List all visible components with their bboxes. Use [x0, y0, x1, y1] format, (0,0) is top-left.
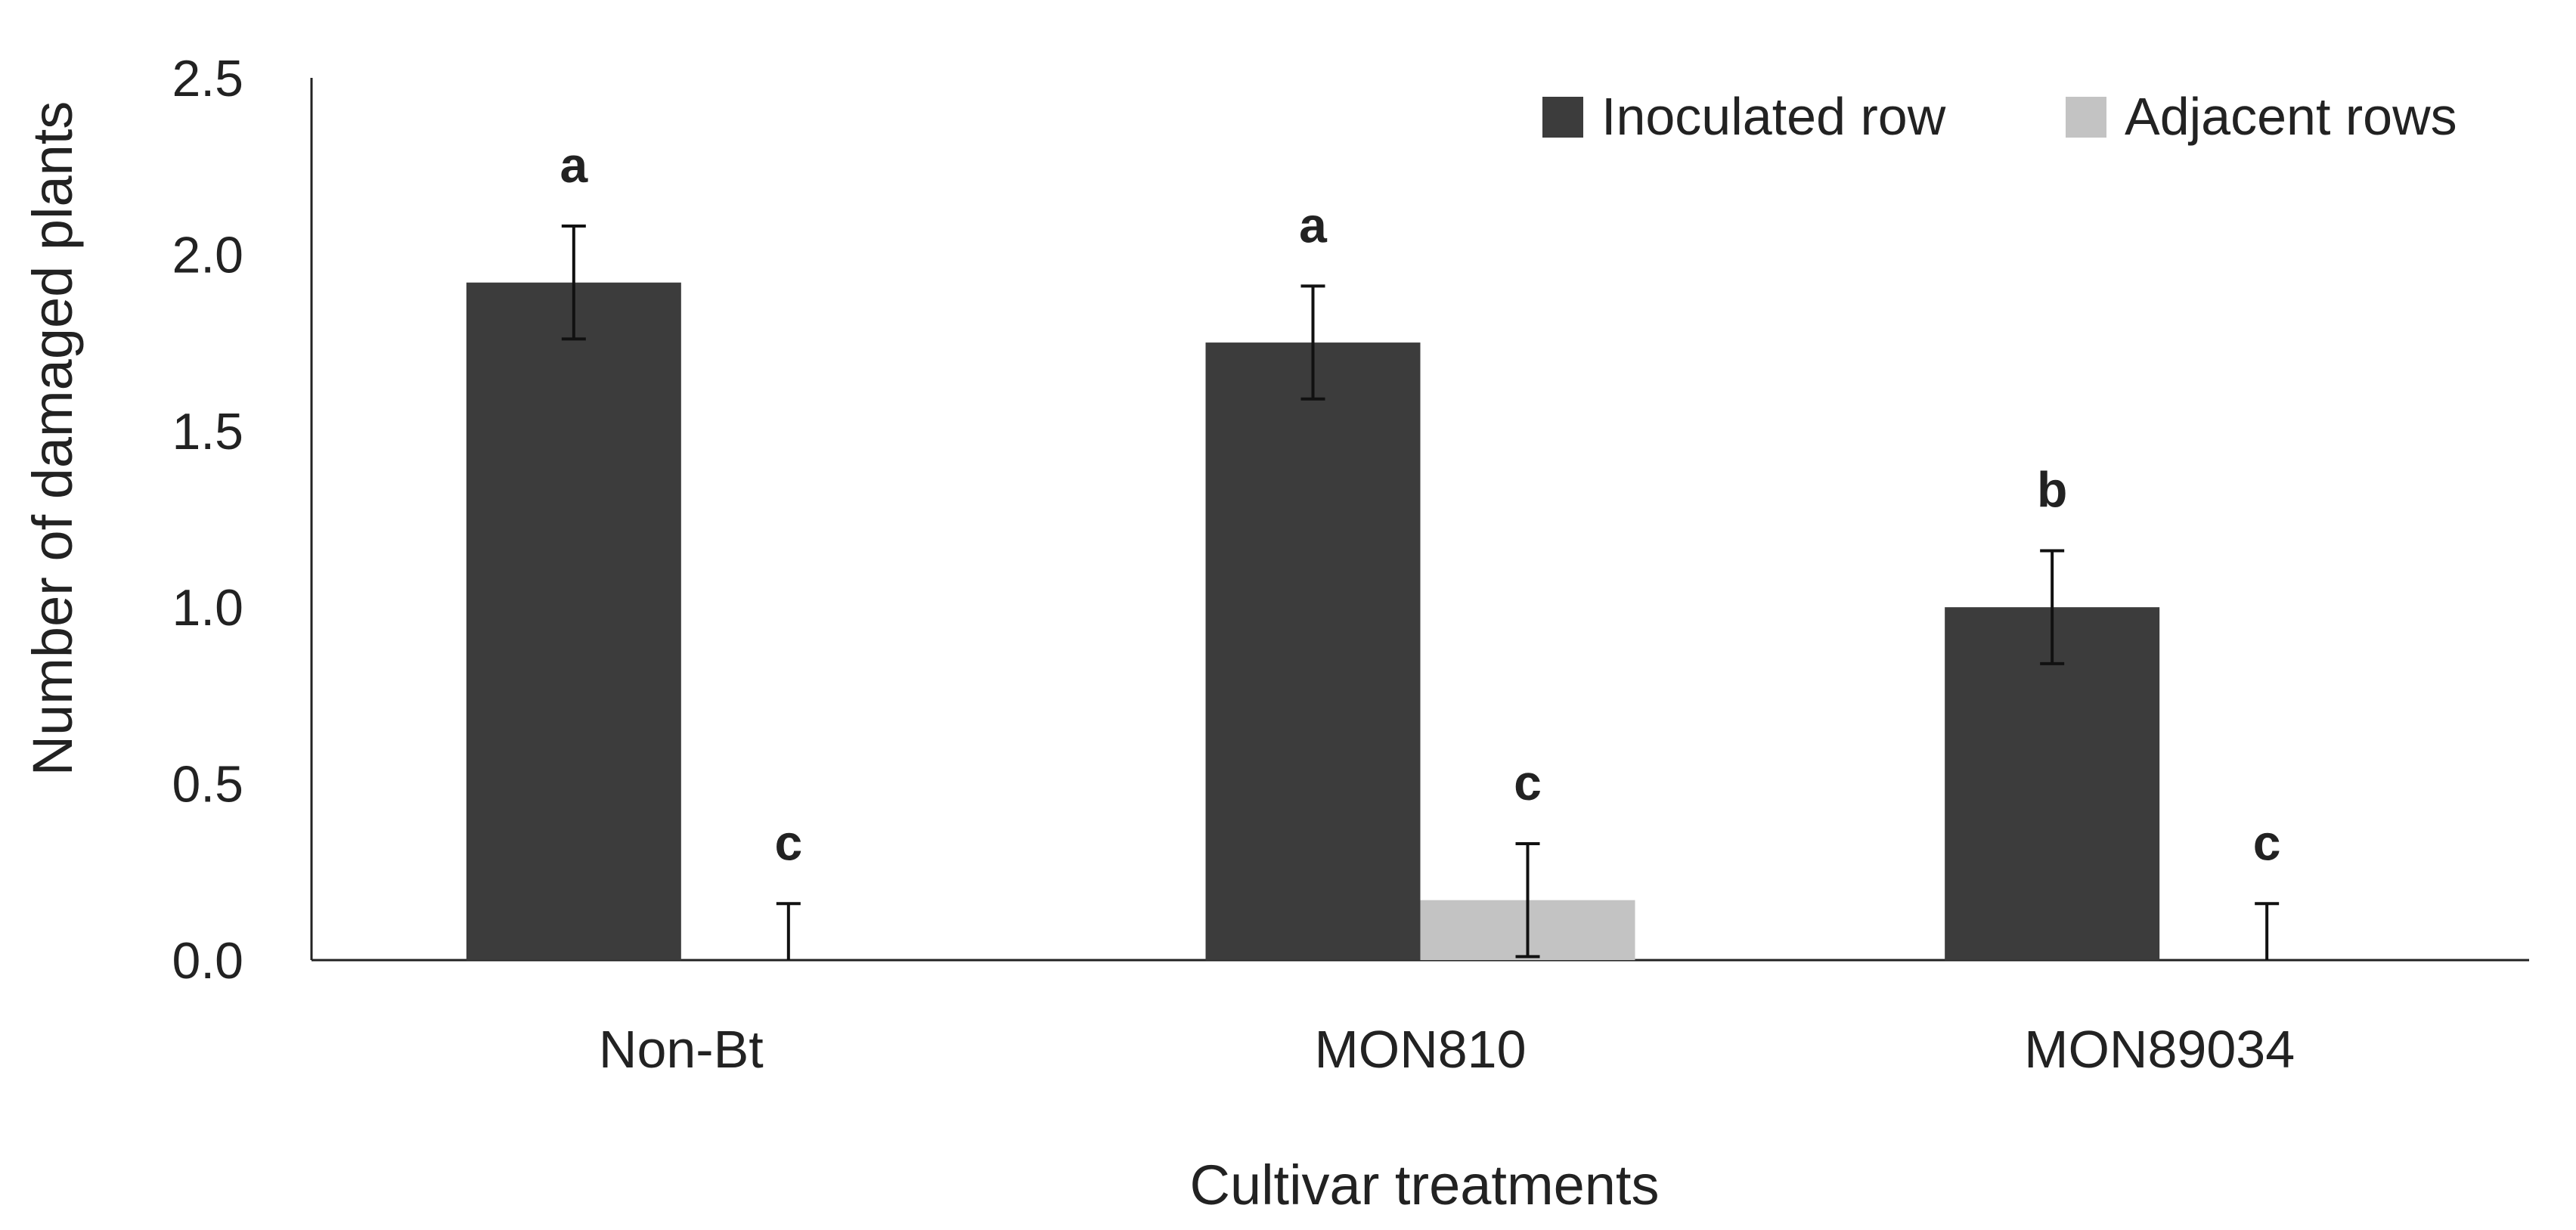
y-tick-label: 1.0 — [172, 579, 243, 637]
legend-label: Adjacent rows — [2125, 87, 2457, 146]
category-label: MON89034 — [2024, 1020, 2295, 1079]
x-axis-title: Cultivar treatments — [1190, 1154, 1660, 1216]
bar — [466, 282, 681, 960]
significance-letter: c — [1514, 754, 1542, 810]
y-tick-label: 0.5 — [172, 756, 243, 813]
bar — [1945, 607, 2160, 960]
significance-letters: a c a c b c — [560, 137, 2280, 870]
legend-swatch — [1542, 97, 1583, 138]
significance-letter: a — [560, 137, 588, 193]
legend: Inoculated row Adjacent rows — [1542, 87, 2457, 146]
bars — [466, 282, 2160, 961]
y-tick-label: 2.0 — [172, 226, 243, 283]
significance-letter: c — [774, 814, 802, 870]
legend-label: Inoculated row — [1601, 87, 1946, 146]
significance-letter: b — [2037, 462, 2067, 518]
error-bars — [561, 225, 2280, 960]
y-tick-label: 1.5 — [172, 403, 243, 460]
y-tick-label: 2.5 — [172, 50, 243, 107]
bar — [1205, 342, 1421, 961]
y-tick-label: 0.0 — [172, 932, 243, 990]
legend-swatch — [2066, 97, 2106, 138]
category-label: MON810 — [1314, 1020, 1526, 1079]
y-tick-labels: 0.0 0.5 1.0 1.5 2.0 2.5 — [172, 50, 243, 990]
y-axis-title: Number of damaged plants — [21, 101, 84, 776]
significance-letter: a — [1299, 197, 1328, 253]
significance-letter: c — [2253, 814, 2281, 870]
category-label: Non-Bt — [599, 1020, 764, 1079]
category-labels: Non-Bt MON810 MON89034 — [599, 1020, 2295, 1079]
